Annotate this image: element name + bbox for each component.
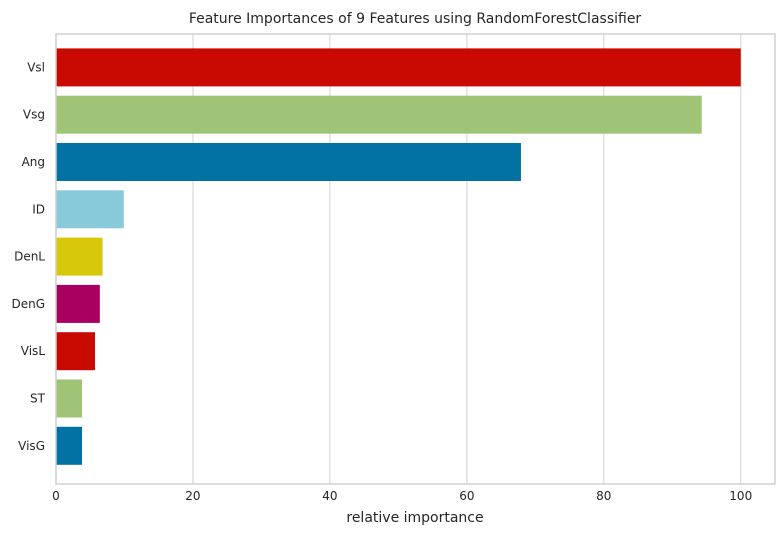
- bar-deng: [56, 284, 100, 323]
- y-tick-label: ST: [30, 392, 46, 406]
- bar-vsg: [56, 95, 702, 134]
- bar-vsl: [56, 48, 741, 87]
- chart-title: Feature Importances of 9 Features using …: [189, 11, 642, 27]
- x-tick-label: 40: [322, 489, 337, 503]
- bar-visg: [56, 426, 83, 465]
- bar-id: [56, 190, 124, 229]
- y-tick-label: VisL: [21, 344, 46, 358]
- plot-frame: [55, 33, 776, 485]
- x-tick-label: 80: [596, 489, 611, 503]
- y-tick-label: DenG: [11, 297, 45, 311]
- axis-layer: 0 20 40 60 80 100 Vsl Vsg Ang ID DenL DenG VisL ST Vis…: [11, 33, 776, 503]
- y-tick-label: Vsl: [27, 60, 45, 74]
- x-tick-label: 0: [52, 489, 60, 503]
- bar-denl: [56, 237, 103, 276]
- x-axis-label: relative importance: [346, 510, 483, 526]
- bars-layer: [56, 48, 741, 465]
- y-tick-label: VisG: [18, 439, 45, 453]
- bar-visl: [56, 332, 96, 371]
- bar-ang: [56, 143, 521, 181]
- y-tick-label: Ang: [22, 155, 45, 169]
- y-tick-label: ID: [32, 202, 45, 216]
- y-tick-label: Vsg: [23, 108, 45, 122]
- x-tick-label: 20: [185, 489, 200, 503]
- x-tick-label: 60: [459, 489, 474, 503]
- x-tick-label: 100: [729, 489, 752, 503]
- bar-st: [56, 379, 83, 418]
- y-tick-label: DenL: [14, 250, 45, 264]
